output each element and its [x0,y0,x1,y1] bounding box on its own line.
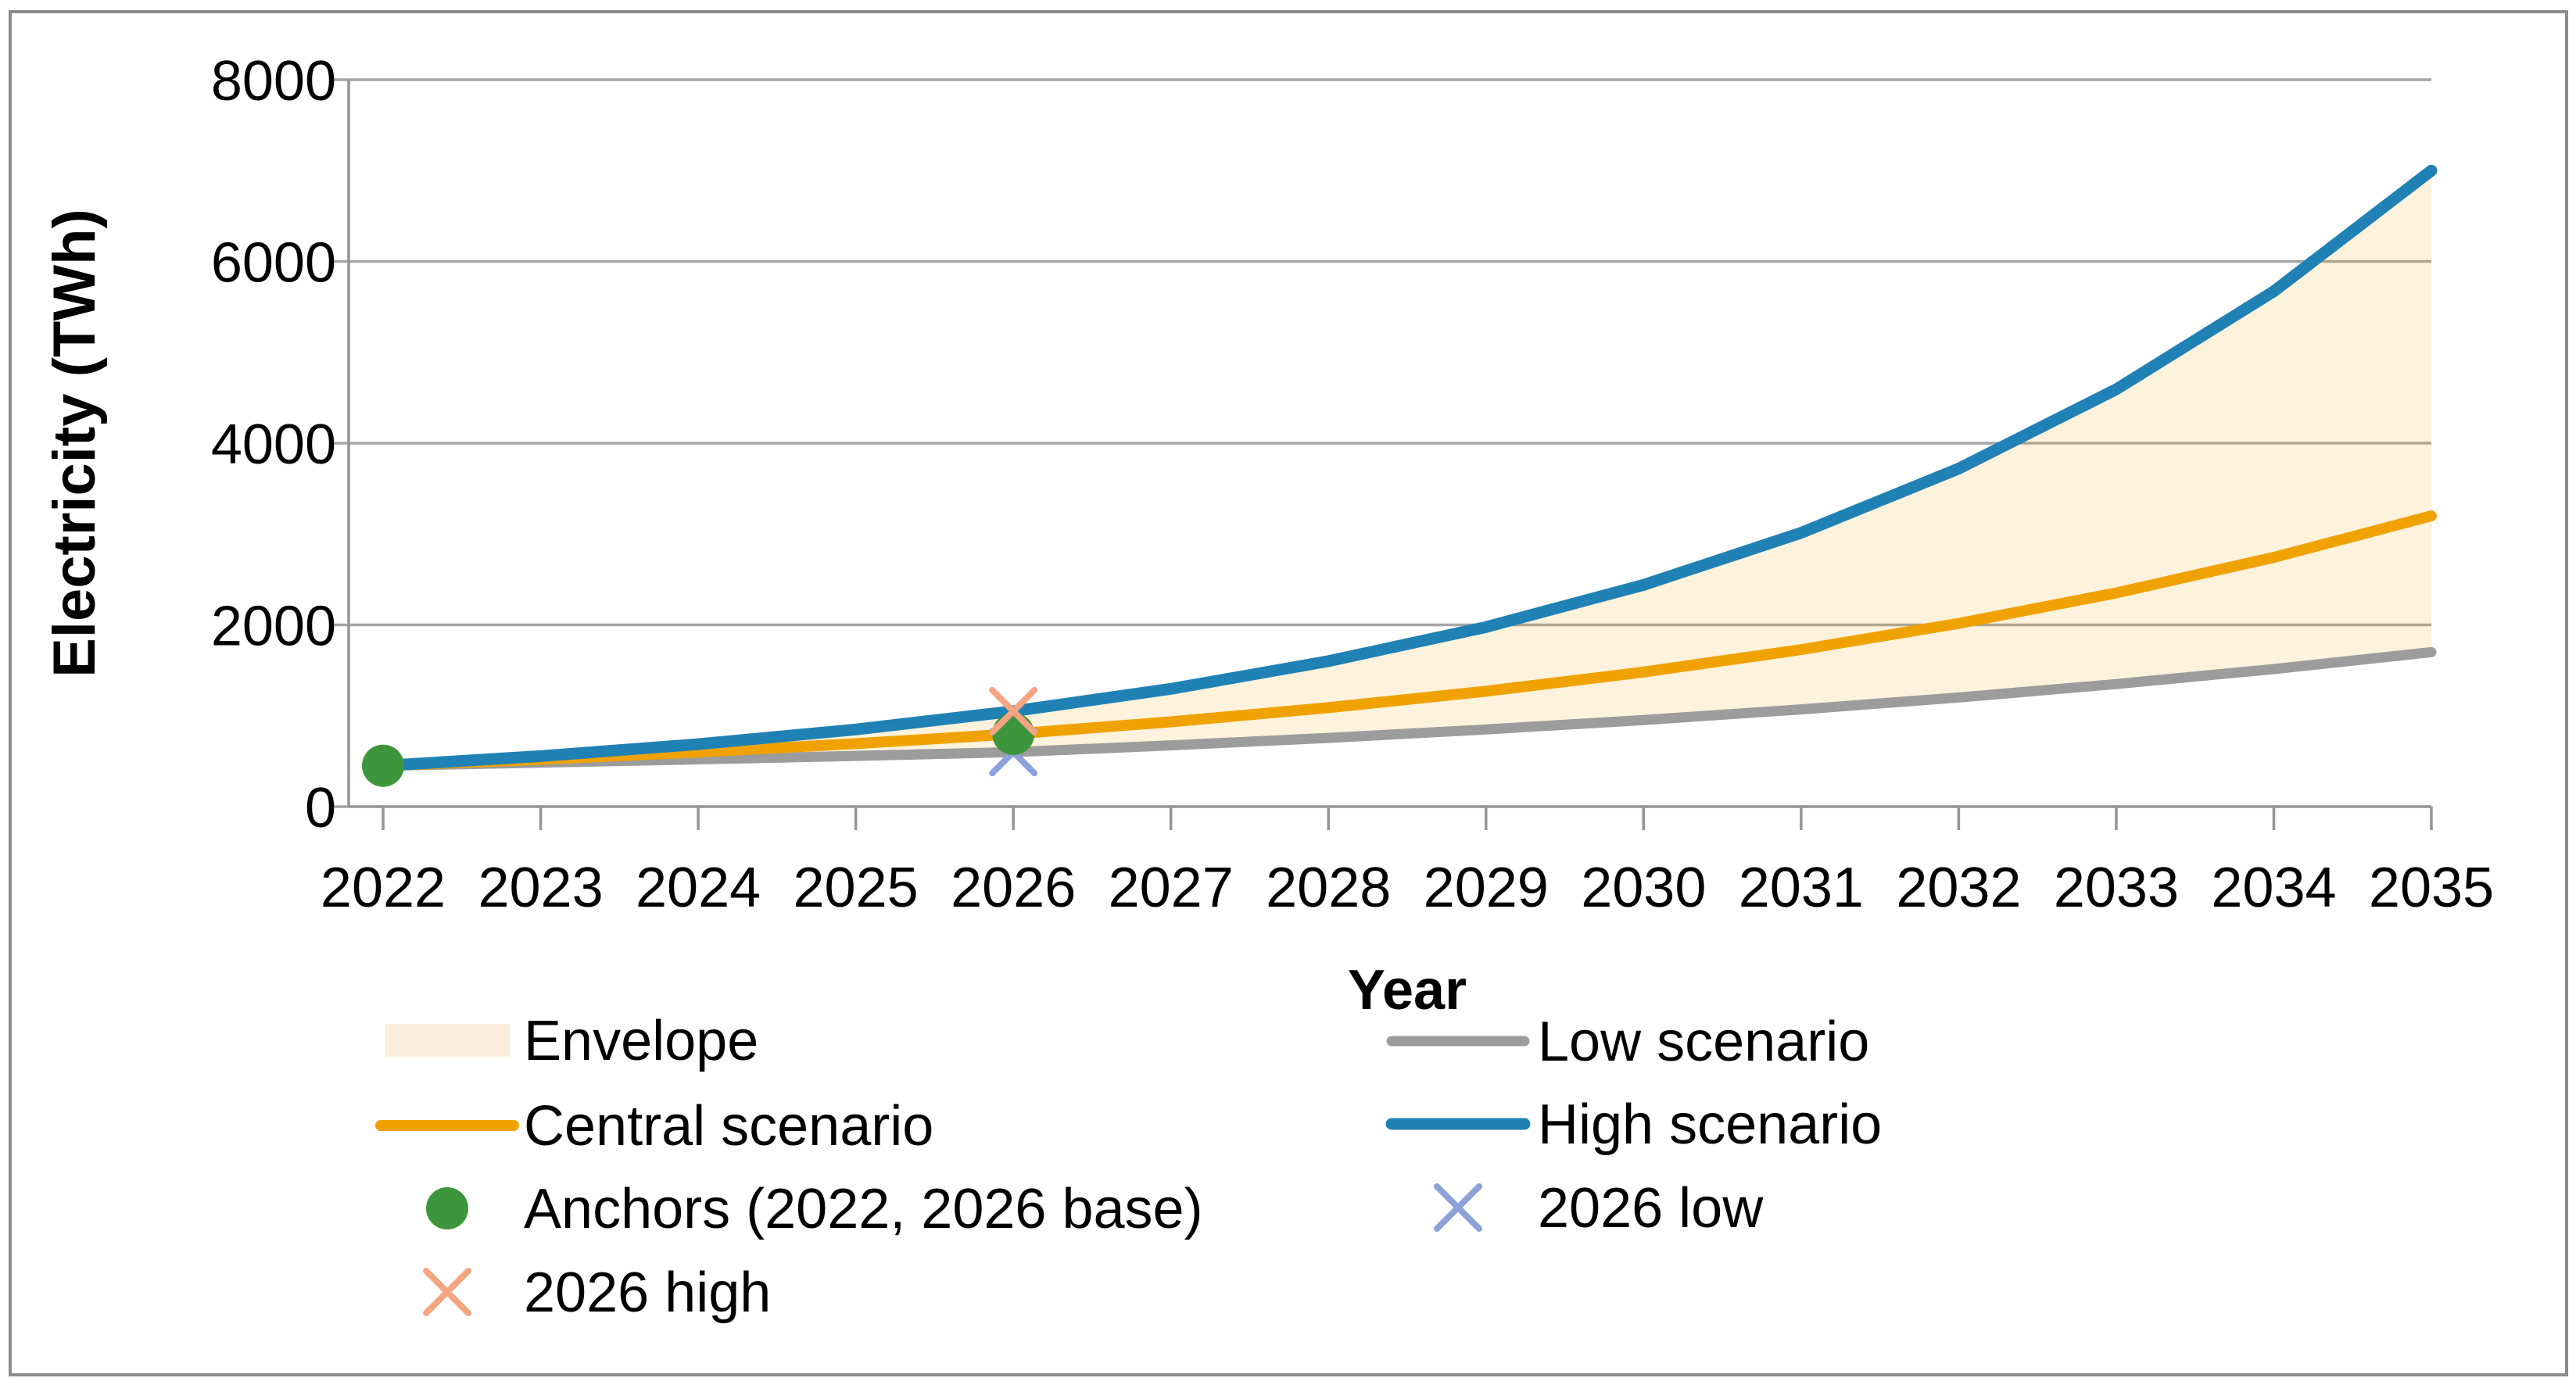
marker-anchors-2022-2026-base [992,713,1035,755]
legend-swatch-2026-high [423,1268,471,1316]
x-tick-label: 2034 [2211,857,2336,919]
x-tick-label: 2030 [1581,857,1706,919]
x-tick-label: 2031 [1739,857,1864,919]
envelope-area [383,170,2431,766]
legend-label: Anchors (2022, 2026 base) [524,1178,1203,1240]
legend-label: 2026 low [1538,1177,1764,1240]
x-tick-label: 2022 [321,857,446,919]
x-axis-title: Year [1348,959,1467,1022]
y-tick-label: 6000 [211,232,336,295]
x-tick-label: 2028 [1266,857,1391,919]
y-axis-title: Electricity (TWh) [41,209,108,678]
figure-border [9,10,2568,1376]
legend-label: Low scenario [1538,1011,1869,1073]
x-tick-label: 2025 [794,857,919,919]
marker-2026-high [989,686,1038,735]
x-tick-label: 2033 [2054,857,2179,919]
legend-label: High scenario [1538,1093,1882,1156]
series-line-low-scenario [378,646,2437,771]
series-line-central-scenario [378,510,2437,771]
series-line-high-scenario [377,164,2438,772]
legend-label: 2026 high [524,1262,771,1324]
legend-label: Central scenario [524,1095,933,1158]
x-tick-label: 2032 [1896,857,2021,919]
y-tick-label: 8000 [211,50,336,113]
legend-swatch-envelope [385,1024,510,1057]
x-tick-label: 2024 [636,857,761,919]
y-tick-label: 0 [305,777,336,839]
x-tick-label: 2029 [1424,857,1549,919]
legend-swatch-2026-low [1434,1183,1482,1232]
x-tick-label: 2026 [951,857,1076,919]
x-tick-label: 2035 [2369,857,2494,919]
y-tick-label: 2000 [211,596,336,658]
x-tick-label: 2027 [1109,857,1234,919]
marker-anchors-2022-2026-base [362,744,404,787]
legend-swatch-anchors-2022-2026-base [426,1187,468,1229]
x-tick-label: 2023 [478,857,603,919]
legend-label: Envelope [524,1010,758,1072]
y-tick-label: 4000 [211,413,336,476]
